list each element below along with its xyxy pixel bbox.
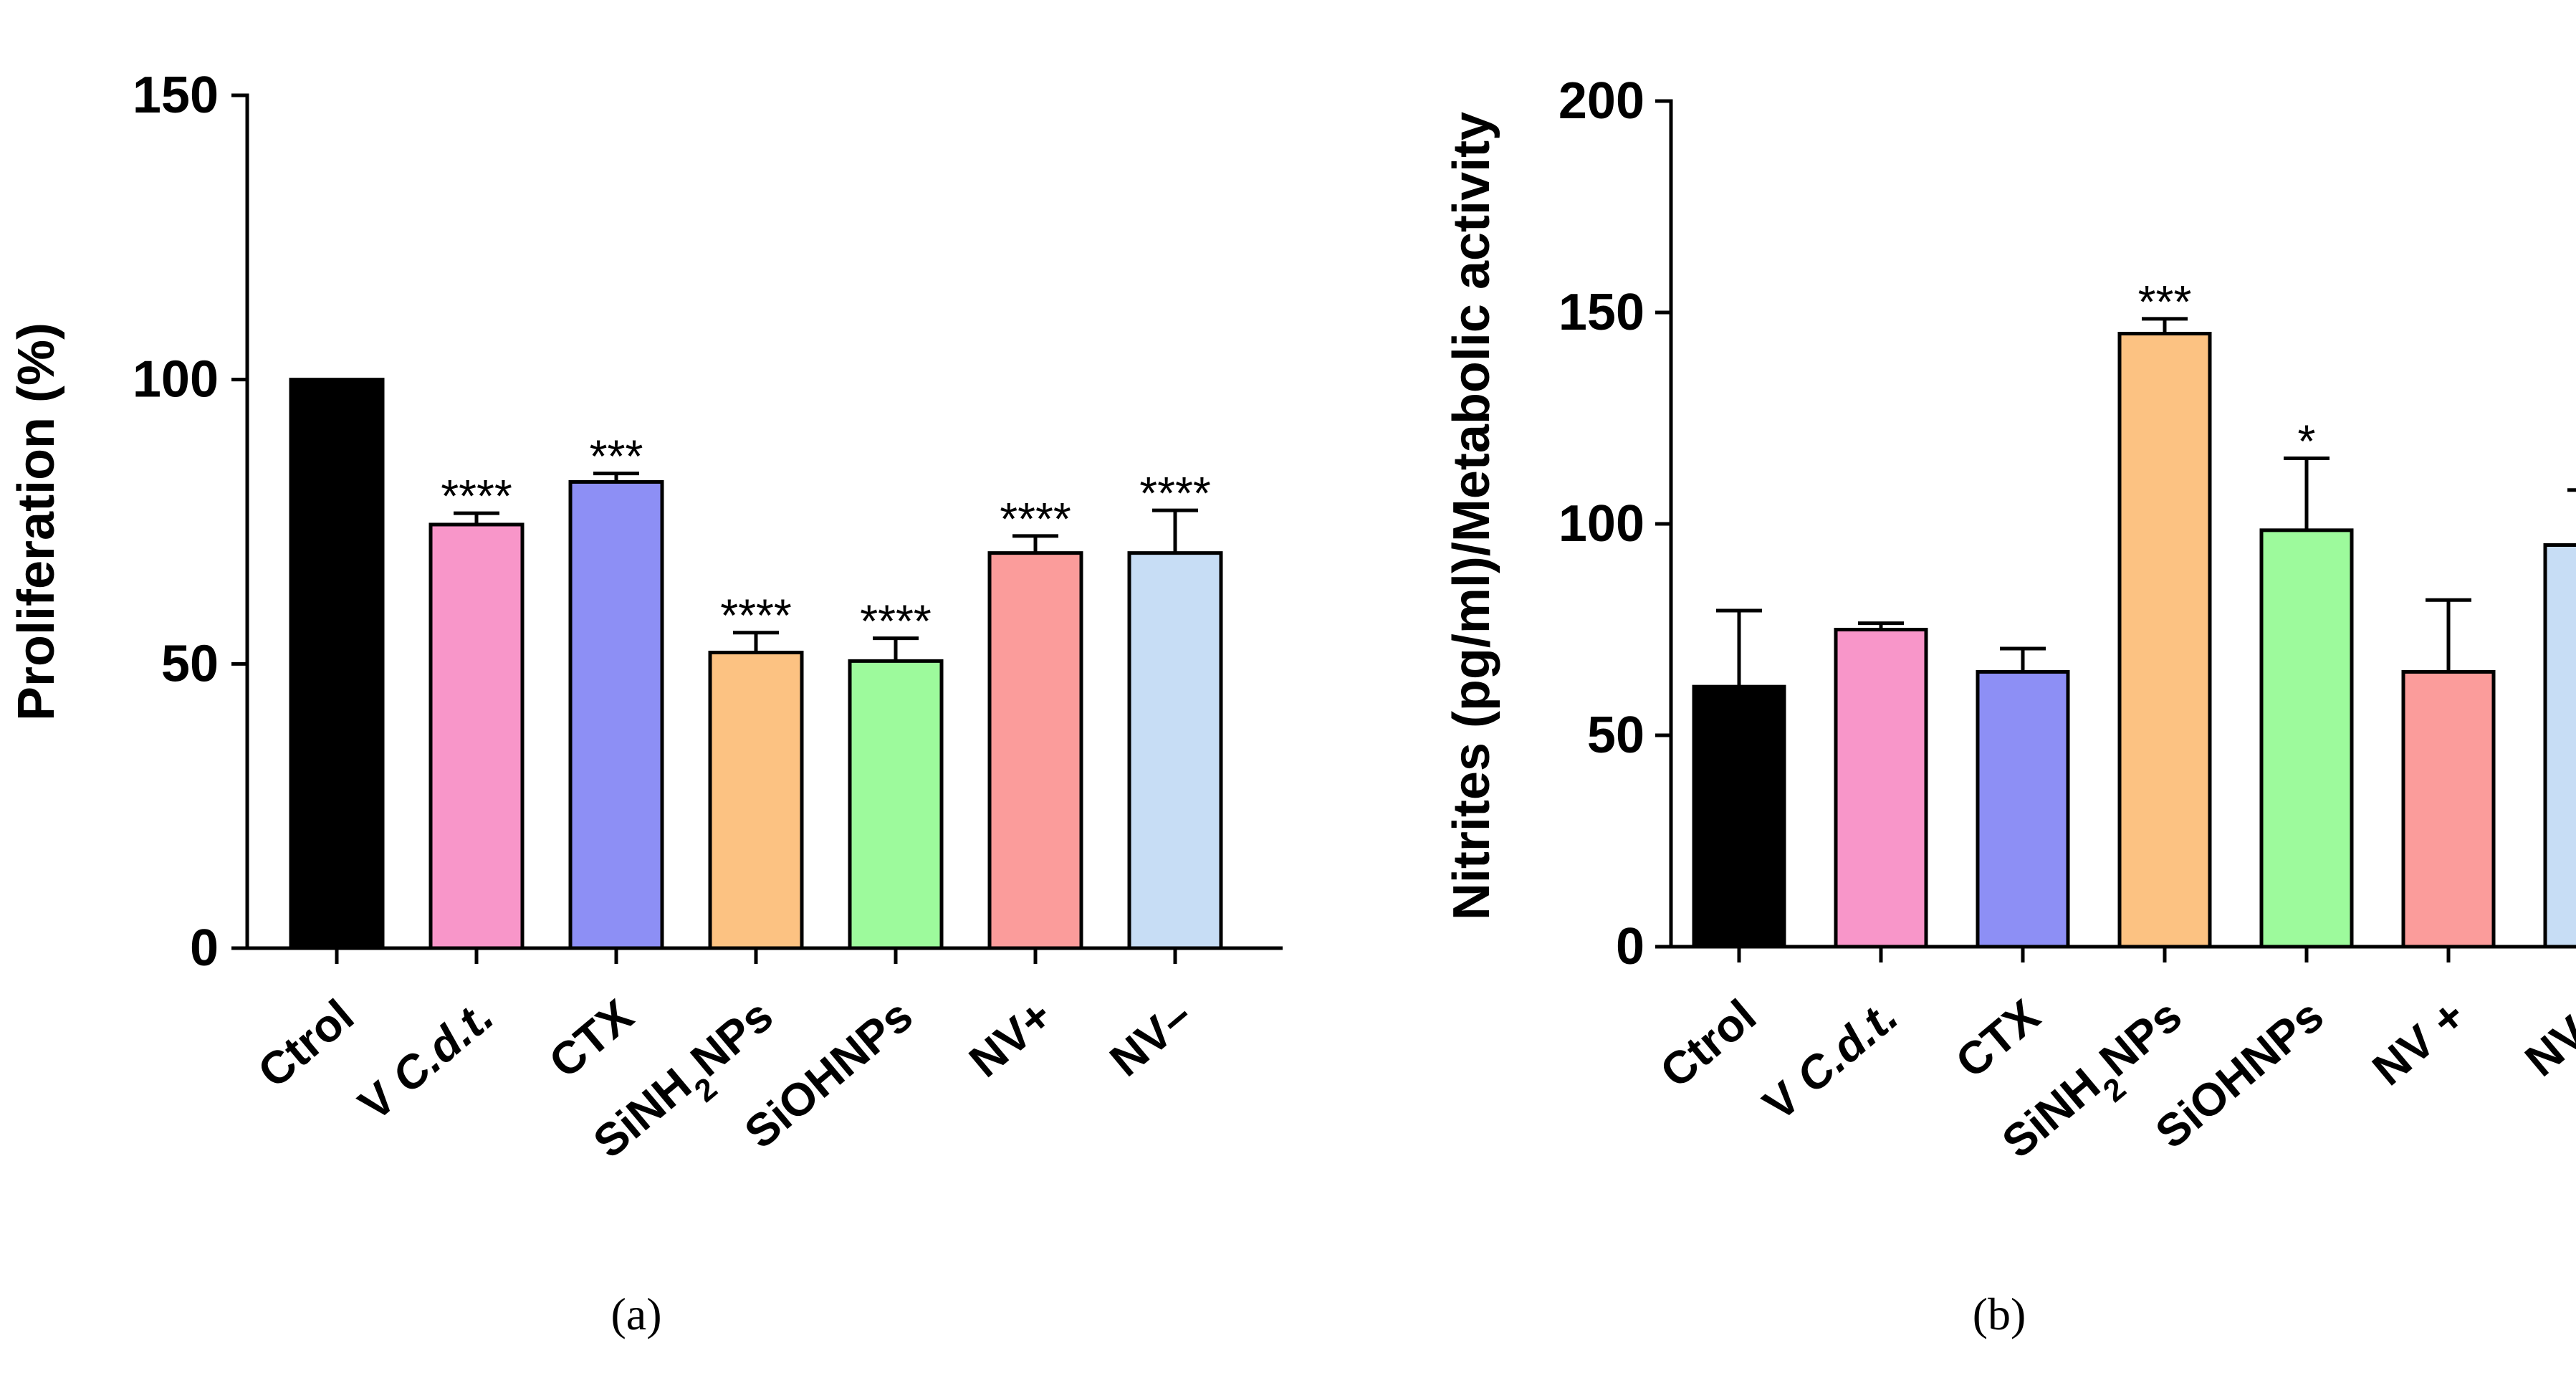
bar [289, 378, 385, 950]
x-category-label: NV– [1100, 990, 1202, 1086]
bar [1834, 628, 1928, 949]
category-text: NV– [1100, 990, 1202, 1086]
category-italic: C.d.t. [1786, 990, 1907, 1103]
x-category-label: Ctrol [248, 990, 363, 1098]
category-text: NV + [2362, 990, 2475, 1096]
x-category-label: NV + [2362, 990, 2475, 1096]
significance-label: *** [590, 431, 643, 482]
category-text: SiNH [1992, 1058, 2109, 1167]
x-category-label: CTX [540, 989, 643, 1088]
significance-label: **** [1139, 467, 1211, 519]
x-category-label: CTX [1946, 989, 2050, 1088]
x-category-label: V C.d.t. [1753, 990, 1907, 1131]
y-axis-title: Proliferation (%) [8, 322, 65, 721]
category-text: CTX [1946, 989, 2050, 1088]
y-tick-label: 150 [1558, 284, 1644, 341]
bar [2401, 670, 2496, 949]
bar [848, 659, 944, 950]
y-tick-label: 0 [190, 919, 219, 977]
y-tick-label: 50 [161, 635, 219, 692]
y-tick-label: 0 [1616, 918, 1644, 975]
x-category-label: NV– [2515, 990, 2576, 1086]
x-category-label: V C.d.t. [349, 990, 503, 1131]
bar [1692, 684, 1786, 949]
y-tick-label: 200 [1558, 72, 1644, 130]
category-text: Ctrol [1650, 990, 1766, 1098]
significance-label: **** [441, 470, 512, 522]
y-tick-label: 50 [1587, 707, 1644, 764]
category-text: NV– [2515, 990, 2576, 1086]
category-text: CTX [540, 989, 643, 1088]
panel-label: (b) [1973, 1289, 2026, 1339]
significance-label: **** [1000, 493, 1071, 545]
significance-label: **** [720, 590, 792, 641]
chart-panel-2: 0 50 100 150 200 Nitrites (pg/ml)/Metabolic a… [1443, 72, 2576, 1339]
significance-label: *** [2138, 276, 2192, 328]
significance-label: * [2298, 416, 2316, 467]
category-tail: NPs [681, 990, 782, 1086]
y-tick-label: 100 [1558, 495, 1644, 553]
category-text: NV+ [959, 990, 1062, 1087]
y-tick-label: 100 [133, 351, 219, 408]
category-text: Ctrol [248, 990, 363, 1098]
bar [428, 522, 525, 950]
y-axis-title: Nitrites (pg/ml)/Metabolic activity [1443, 112, 1500, 920]
panel-label: (a) [611, 1289, 661, 1339]
category-tail: NPs [2089, 990, 2191, 1086]
chart-panel-1: 0 50 100 150 Proliferation (%) Ctrol **** V C.d… [8, 67, 1283, 1339]
bar [2117, 332, 2212, 949]
x-category-label: Ctrol [1650, 990, 1766, 1098]
category-text: SiNH [583, 1058, 700, 1167]
bar [987, 551, 1083, 950]
bar [2543, 543, 2576, 949]
bar [1127, 551, 1223, 950]
significance-label: **** [860, 596, 932, 647]
bar [1976, 670, 2070, 949]
bar [2259, 528, 2354, 949]
bar [708, 650, 804, 950]
x-category-label: NV+ [959, 990, 1062, 1087]
y-tick-label: 150 [133, 67, 219, 124]
category-italic: C.d.t. [382, 990, 503, 1103]
bar [568, 479, 664, 950]
